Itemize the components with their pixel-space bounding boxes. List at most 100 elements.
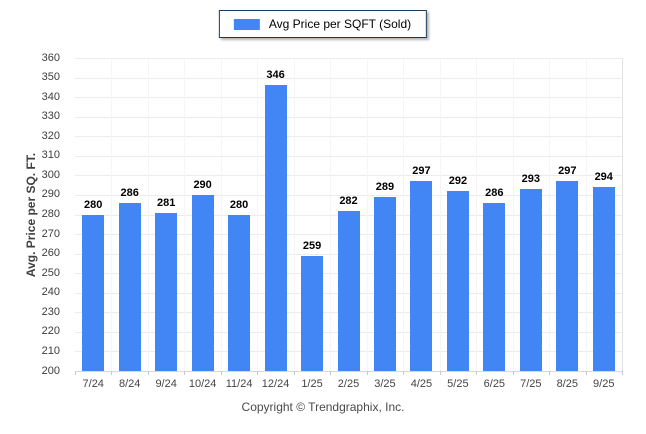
x-axis-tick xyxy=(184,371,186,375)
y-tick-label: 340 xyxy=(41,90,60,103)
bar xyxy=(556,181,579,371)
x-axis-tick xyxy=(403,371,405,375)
y-tick-label: 240 xyxy=(41,286,60,299)
x-tick-label: 7/25 xyxy=(520,378,542,390)
legend-swatch-icon xyxy=(233,18,260,30)
y-tick-label: 270 xyxy=(41,227,60,240)
x-axis-tick xyxy=(147,371,149,375)
y-tick-label: 210 xyxy=(41,344,60,357)
y-tick-label: 360 xyxy=(41,51,60,64)
vertical-gridline xyxy=(366,58,368,371)
y-tick-label: 260 xyxy=(41,247,60,260)
legend: Avg Price per SQFT (Sold) xyxy=(218,10,428,38)
bar-value-label: 281 xyxy=(156,196,176,209)
bar xyxy=(337,210,360,371)
x-axis-tick xyxy=(293,371,295,375)
x-tick-label: 10/24 xyxy=(188,378,217,390)
x-axis-tick xyxy=(330,371,332,375)
y-tick-label: 350 xyxy=(41,71,60,84)
bar-value-label: 297 xyxy=(558,165,577,178)
x-axis-tick xyxy=(549,371,551,375)
x-tick-label: 4/25 xyxy=(410,378,433,390)
bar xyxy=(592,187,615,371)
vertical-gridline xyxy=(220,58,222,371)
vertical-gridline xyxy=(111,58,113,371)
bar xyxy=(155,212,178,371)
y-tick-label: 250 xyxy=(41,266,60,279)
bar xyxy=(446,191,469,371)
x-axis-tick xyxy=(439,371,441,375)
x-axis-tick xyxy=(111,371,113,375)
bar xyxy=(373,196,396,371)
bar-value-label: 293 xyxy=(521,173,540,186)
x-tick-label: 1/25 xyxy=(301,378,323,390)
y-tick-label: 230 xyxy=(41,305,60,318)
gridline xyxy=(75,194,622,196)
x-axis-tick xyxy=(75,371,76,375)
bar xyxy=(191,194,214,371)
plot-area: 280 7/24 286 8/24 281 9/24 290 10/24 280 11/24 346… xyxy=(75,58,623,390)
gridline xyxy=(75,58,622,59)
bar-value-label: 286 xyxy=(485,186,504,199)
bar-value-label: 259 xyxy=(302,239,322,252)
x-axis-tick xyxy=(220,371,222,375)
y-tick-label: 280 xyxy=(41,208,60,220)
bar-value-label: 292 xyxy=(448,175,468,188)
x-tick-label: 8/25 xyxy=(556,378,578,390)
bar-value-label: 289 xyxy=(375,180,395,193)
x-tick-label: 9/25 xyxy=(593,378,615,390)
bar xyxy=(483,202,506,371)
y-tick-label: 220 xyxy=(41,325,60,338)
x-tick-label: 9/24 xyxy=(155,378,177,390)
vertical-gridline xyxy=(184,58,186,371)
x-tick-label: 8/24 xyxy=(118,378,141,390)
x-tick-label: 11/24 xyxy=(225,378,253,390)
y-tick-label: 310 xyxy=(41,149,60,162)
gridline xyxy=(75,116,622,118)
bar-value-label: 280 xyxy=(229,198,249,211)
copyright-text: Copyright © Trendgraphix, Inc. xyxy=(241,400,405,414)
vertical-gridline xyxy=(403,58,405,371)
vertical-gridline xyxy=(439,58,441,371)
gridline xyxy=(75,136,622,138)
x-tick-label: 5/25 xyxy=(447,378,469,390)
x-axis-tick xyxy=(622,371,623,375)
gridline xyxy=(75,77,622,79)
bar-value-label: 346 xyxy=(266,69,285,82)
y-tick-label: 330 xyxy=(41,110,60,123)
bar-value-label: 280 xyxy=(84,198,103,211)
vertical-gridline xyxy=(476,58,478,371)
bar-value-label: 286 xyxy=(120,186,139,199)
vertical-gridline xyxy=(585,58,587,371)
bar xyxy=(82,214,105,371)
y-tick-label: 200 xyxy=(41,364,60,377)
y-tick-label: 290 xyxy=(41,188,60,201)
bar xyxy=(228,214,251,371)
vertical-gridline xyxy=(549,58,551,371)
bar xyxy=(301,255,324,371)
x-axis-tick xyxy=(585,371,587,375)
vertical-gridline xyxy=(257,58,259,371)
vertical-gridline xyxy=(330,58,332,371)
y-tick-label: 300 xyxy=(41,168,60,181)
bar-value-label: 297 xyxy=(412,165,431,178)
x-tick-label: 3/25 xyxy=(374,378,396,390)
y-tick-label: 320 xyxy=(41,129,60,142)
gridline xyxy=(75,97,622,99)
x-tick-label: 7/24 xyxy=(82,378,104,390)
bar xyxy=(118,202,141,371)
bar-value-label: 294 xyxy=(594,171,613,184)
gridline xyxy=(75,371,622,372)
x-tick-label: 12/24 xyxy=(261,378,290,390)
bar xyxy=(410,181,433,371)
x-tick-label: 6/25 xyxy=(483,378,506,390)
legend-label: Avg Price per SQFT (Sold) xyxy=(268,17,412,31)
bar xyxy=(264,85,287,371)
vertical-gridline xyxy=(147,58,149,371)
gridline xyxy=(75,155,622,157)
x-axis-tick xyxy=(257,371,259,375)
vertical-gridline xyxy=(512,58,514,371)
x-axis-tick xyxy=(512,371,514,375)
bar xyxy=(519,189,542,371)
